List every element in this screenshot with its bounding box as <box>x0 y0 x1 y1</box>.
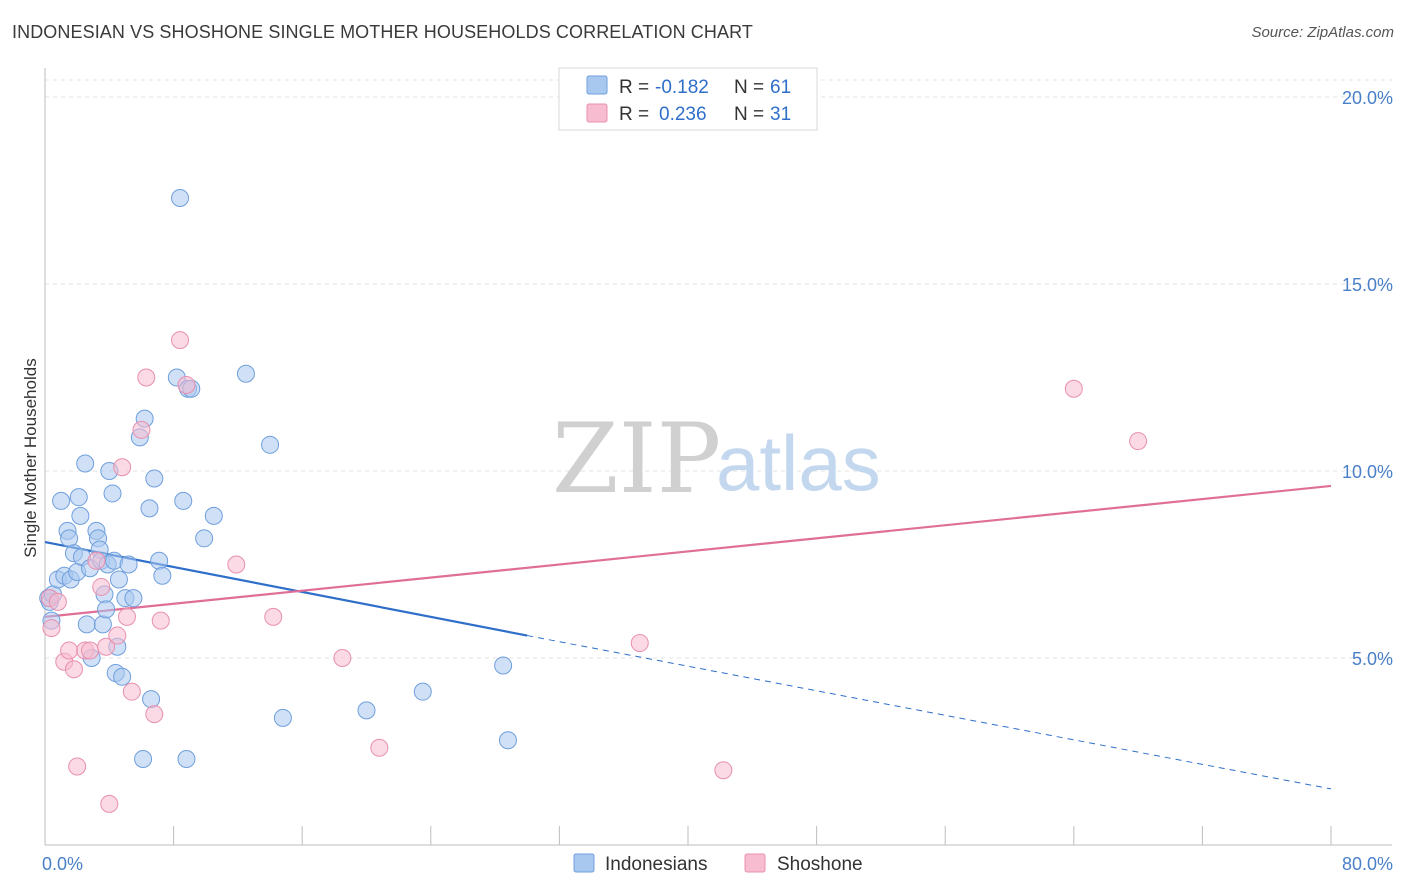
point-indonesians <box>69 488 88 507</box>
point-indonesians <box>119 555 138 574</box>
point-shoshone <box>630 634 649 653</box>
watermark: ZIP atlas <box>552 403 881 515</box>
point-indonesians <box>236 364 255 383</box>
point-indonesians <box>494 656 513 675</box>
point-shoshone <box>113 458 132 477</box>
trend-line-shoshone <box>44 484 1332 618</box>
watermark-atlas: atlas <box>716 419 881 507</box>
point-indonesians <box>76 454 95 473</box>
point-indonesians <box>60 529 79 548</box>
point-shoshone <box>42 619 61 638</box>
point-indonesians <box>52 491 71 510</box>
x-tick-label: 0.0% <box>42 854 83 874</box>
point-shoshone <box>1064 379 1083 398</box>
point-shoshone <box>370 738 389 757</box>
y-axis-label: Single Mother Households <box>21 358 40 557</box>
point-indonesians <box>357 701 376 720</box>
legend-n-value: 31 <box>770 104 791 125</box>
x-tick-label: 80.0% <box>1342 854 1393 874</box>
tick-labels: 5.0% 10.0% 15.0% 20.0% 0.0% 80.0% <box>42 88 1393 874</box>
point-indonesians <box>142 690 161 709</box>
point-shoshone <box>92 577 111 596</box>
source-label: Source: ZipAtlas.com <box>1251 24 1394 41</box>
point-indonesians <box>150 551 169 570</box>
legend-n-label: N = <box>734 77 764 98</box>
chart-title: INDONESIAN VS SHOSHONE SINGLE MOTHER HOU… <box>12 22 753 42</box>
series-label-shoshone: Shoshone <box>777 854 863 875</box>
axes <box>44 68 1392 846</box>
point-indonesians <box>177 749 196 768</box>
point-indonesians <box>113 667 132 686</box>
y-tick-label: 5.0% <box>1352 649 1393 669</box>
point-indonesians <box>171 188 190 207</box>
point-shoshone <box>100 794 119 813</box>
point-shoshone <box>117 607 136 626</box>
y-tick-label: 20.0% <box>1342 88 1393 108</box>
legend-swatch-indonesians <box>586 75 608 95</box>
point-shoshone <box>108 626 127 645</box>
point-shoshone <box>145 705 164 724</box>
point-shoshone <box>177 375 196 394</box>
point-indonesians <box>174 491 193 510</box>
point-shoshone <box>227 555 246 574</box>
point-indonesians <box>109 570 128 589</box>
trend-lines <box>44 484 1332 790</box>
watermark-zip: ZIP <box>552 403 721 515</box>
point-shoshone <box>81 641 100 660</box>
point-indonesians <box>204 506 223 525</box>
point-shoshone <box>64 660 83 679</box>
point-indonesians <box>134 749 153 768</box>
point-indonesians <box>153 566 172 585</box>
y-tick-label: 10.0% <box>1342 462 1393 482</box>
point-indonesians <box>273 708 292 727</box>
legend-r-label: R = <box>619 104 649 125</box>
point-indonesians <box>145 469 164 488</box>
point-shoshone <box>151 611 170 630</box>
series-legend: Indonesians Shoshone <box>573 853 863 875</box>
trend-extension-indonesians <box>527 635 1332 790</box>
point-indonesians <box>71 506 90 525</box>
point-indonesians <box>93 615 112 634</box>
series-swatch-shoshone <box>744 853 766 873</box>
legend-r-value: -0.182 <box>655 77 709 98</box>
legend-n-value: 61 <box>770 77 791 98</box>
series-swatch-indonesians <box>573 853 595 873</box>
point-shoshone <box>132 420 151 439</box>
legend-r-value: 0.236 <box>659 104 707 125</box>
legend-swatch-shoshone <box>586 103 608 123</box>
point-indonesians <box>124 589 143 608</box>
series-label-indonesians: Indonesians <box>605 854 707 875</box>
point-shoshone <box>60 641 79 660</box>
data-points <box>39 188 1148 813</box>
point-indonesians <box>140 499 159 518</box>
point-indonesians <box>103 484 122 503</box>
correlation-legend: R = -0.182 N = 61 R = 0.236 N = 31 <box>558 67 818 131</box>
point-shoshone <box>333 649 352 667</box>
point-shoshone <box>97 637 116 656</box>
point-indonesians <box>261 435 280 454</box>
legend-n-label: N = <box>734 104 764 125</box>
y-tick-label: 15.0% <box>1342 275 1393 295</box>
point-indonesians <box>413 682 432 701</box>
point-shoshone <box>264 607 283 626</box>
point-shoshone <box>714 761 733 780</box>
point-shoshone <box>1129 432 1148 451</box>
point-shoshone <box>87 551 106 570</box>
point-shoshone <box>122 682 141 701</box>
point-indonesians <box>498 731 517 750</box>
point-shoshone <box>48 592 67 611</box>
point-shoshone <box>68 757 87 776</box>
point-indonesians <box>77 615 96 634</box>
point-indonesians <box>97 600 116 619</box>
point-indonesians <box>195 529 214 548</box>
point-shoshone <box>171 331 190 350</box>
point-shoshone <box>137 368 156 387</box>
legend-r-label: R = <box>619 77 649 98</box>
